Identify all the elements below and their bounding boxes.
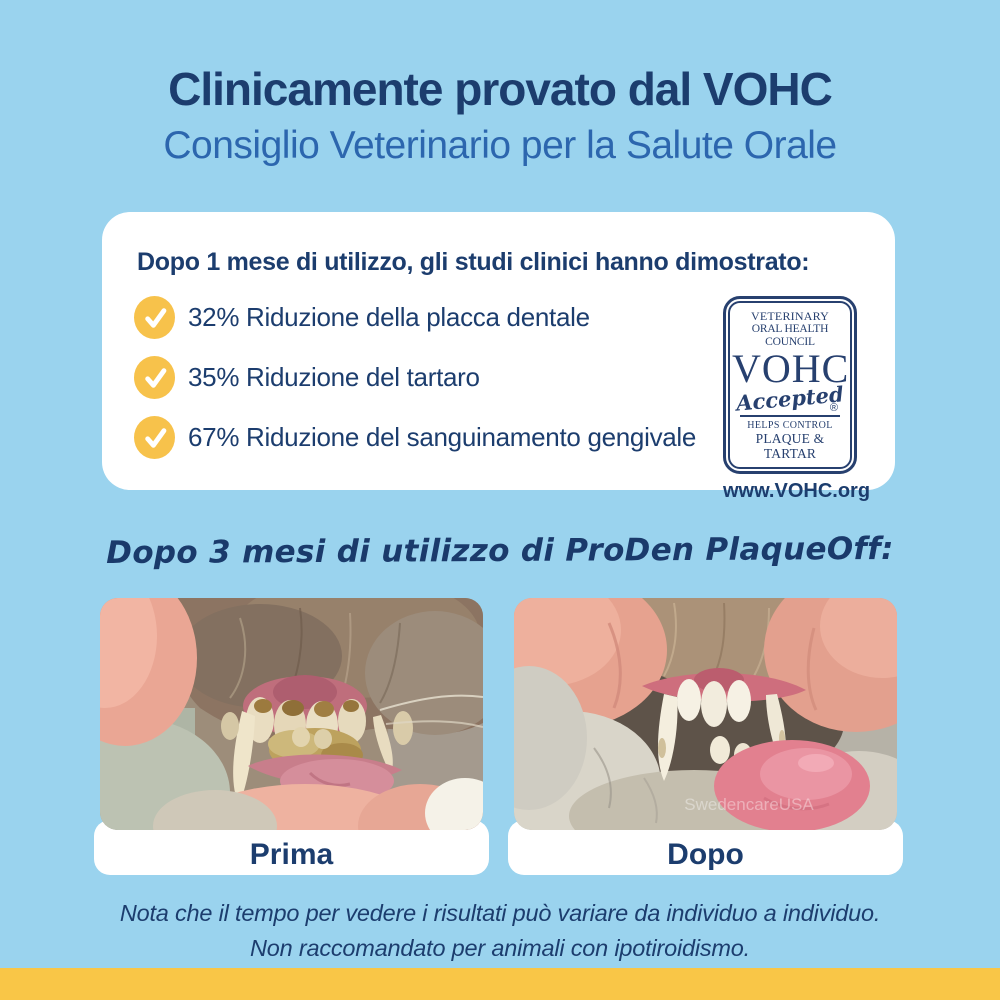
tongue bbox=[714, 740, 870, 830]
check-icon-glyph bbox=[144, 427, 166, 448]
check-icon bbox=[134, 296, 175, 339]
footnote-line-2: Non raccomandato per animali con ipotiro… bbox=[249, 935, 750, 961]
page-subtitle: Consiglio Veterinario per la Salute Oral… bbox=[163, 124, 837, 167]
seal-accepted-script: Accepted bbox=[735, 381, 845, 416]
seal-helps-control-text: HELPS CONTROL bbox=[747, 420, 833, 431]
seal-vohc-acronym: VOHC bbox=[732, 346, 850, 391]
finger-top-right bbox=[764, 598, 897, 732]
stat-item-plaque: 32% Riduzione della placca dentale bbox=[134, 296, 696, 339]
registered-trademark-icon: ® bbox=[829, 402, 838, 414]
after-label: Dopo bbox=[667, 838, 744, 871]
stat-text: 35% Riduzione del tartaro bbox=[188, 362, 480, 392]
before-photo-image bbox=[100, 598, 483, 830]
after-photo-image: SwedencareUSA bbox=[514, 598, 897, 830]
dog-fur bbox=[155, 598, 483, 742]
after-photo-frame: SwedencareUSA bbox=[514, 598, 897, 830]
stat-item-tartar: 35% Riduzione del tartaro bbox=[134, 356, 696, 399]
footnote-line-1: Nota che il tempo per vedere i risultati… bbox=[119, 900, 881, 926]
before-label: Prima bbox=[249, 838, 334, 871]
before-photo-frame bbox=[100, 598, 483, 830]
clinical-stats-card: Dopo 1 mese di utilizzo, gli studi clini… bbox=[102, 212, 895, 502]
stats-list: 32% Riduzione della placca dentale 35% R… bbox=[134, 296, 697, 459]
check-icon-glyph bbox=[144, 367, 166, 388]
seal-divider bbox=[740, 415, 840, 417]
finger-bottom bbox=[153, 778, 483, 830]
footnote: Nota che il tempo per vedere i risultati… bbox=[0, 896, 1000, 966]
check-icon-glyph bbox=[144, 307, 166, 328]
page-title: Clinicamente provato dal VOHC bbox=[168, 63, 833, 115]
photo-watermark: SwedencareUSA bbox=[684, 795, 814, 814]
check-icon bbox=[134, 416, 175, 459]
vohc-website-text: www.VOHC.org bbox=[723, 480, 871, 502]
seal-veterinary-text: VETERINARY bbox=[751, 309, 829, 323]
vohc-seal-border: VETERINARY ORAL HEALTH COUNCIL VOHC Acce… bbox=[723, 296, 857, 474]
seal-council-text: ORAL HEALTH COUNCIL bbox=[751, 323, 829, 348]
stat-text: 67% Riduzione del sanguinamento gengival… bbox=[188, 422, 697, 452]
three-month-heading: Dopo 3 mesi di utilizzo di ProDen Plaque… bbox=[106, 530, 894, 572]
before-photo-card: Prima bbox=[94, 598, 489, 877]
finger-top-left bbox=[100, 598, 197, 746]
seal-plaque-tartar-text: PLAQUE & TARTAR bbox=[755, 431, 825, 461]
stat-item-gingival: 67% Riduzione del sanguinamento gengival… bbox=[134, 416, 697, 459]
stats-heading: Dopo 1 mese di utilizzo, gli studi clini… bbox=[137, 248, 810, 276]
footer-accent-bar bbox=[0, 968, 1000, 1000]
whiskers bbox=[379, 694, 483, 728]
vohc-seal: VETERINARY ORAL HEALTH COUNCIL VOHC Acce… bbox=[723, 296, 871, 503]
stat-text: 32% Riduzione della placca dentale bbox=[188, 302, 590, 332]
after-photo-card: SwedencareUSA Dopo bbox=[508, 598, 903, 877]
check-icon bbox=[134, 356, 175, 399]
